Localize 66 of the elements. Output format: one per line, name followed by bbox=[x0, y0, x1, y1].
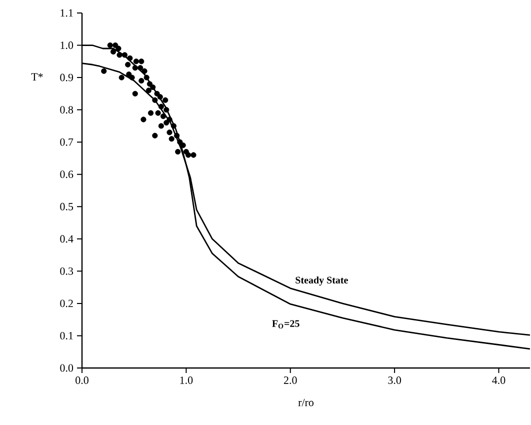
point bbox=[152, 97, 158, 103]
point bbox=[190, 152, 196, 158]
point bbox=[138, 65, 144, 71]
point bbox=[138, 78, 144, 84]
point bbox=[185, 152, 192, 158]
point bbox=[116, 52, 122, 58]
point bbox=[110, 48, 116, 55]
point bbox=[170, 123, 176, 129]
point bbox=[126, 72, 132, 78]
point bbox=[150, 84, 156, 90]
x-tick-label: 3.0 bbox=[388, 376, 402, 384]
x-axis-title: r/ro bbox=[298, 398, 314, 406]
point bbox=[144, 74, 150, 80]
point bbox=[138, 58, 144, 64]
annotation: F$_{O}$=25 bbox=[272, 320, 300, 328]
y-tick-label: 0.2 bbox=[60, 300, 73, 308]
point bbox=[133, 58, 139, 64]
y-tick-label: 0.8 bbox=[60, 106, 74, 114]
point bbox=[148, 110, 154, 116]
point bbox=[166, 116, 172, 122]
y-tick-label: 0.0 bbox=[60, 364, 74, 372]
y-tick-label: 1.1 bbox=[60, 9, 73, 17]
y-tick-label: 0.3 bbox=[60, 267, 74, 275]
point bbox=[166, 130, 172, 136]
point bbox=[116, 46, 122, 52]
point bbox=[142, 68, 148, 74]
point bbox=[158, 104, 164, 110]
x-tick-label: 4.0 bbox=[492, 376, 506, 384]
point bbox=[132, 65, 138, 71]
point bbox=[157, 94, 163, 100]
point bbox=[129, 74, 135, 80]
point bbox=[127, 55, 133, 61]
y-tick-label: 1.0 bbox=[60, 42, 74, 50]
annotation: Steady State bbox=[296, 276, 348, 286]
point bbox=[146, 81, 153, 87]
x-tick-label: 0.0 bbox=[76, 376, 88, 384]
point bbox=[154, 90, 160, 96]
x-tick-label: 2.0 bbox=[284, 376, 297, 384]
point bbox=[162, 97, 168, 103]
x-tick-label: 1.0 bbox=[180, 376, 193, 384]
point bbox=[160, 113, 166, 120]
point bbox=[164, 120, 170, 126]
point bbox=[174, 132, 180, 138]
point bbox=[101, 68, 107, 74]
point bbox=[158, 123, 164, 129]
y-tick-label: 0.9 bbox=[60, 74, 74, 82]
y-tick-label: 0.7 bbox=[60, 138, 74, 146]
point bbox=[146, 88, 152, 94]
point bbox=[168, 136, 174, 142]
point bbox=[177, 139, 183, 145]
y-tick-label: 0.6 bbox=[60, 170, 74, 178]
point bbox=[107, 42, 113, 48]
y-tick-label: 0.1 bbox=[60, 332, 73, 340]
point bbox=[140, 116, 146, 122]
point bbox=[164, 107, 170, 113]
point bbox=[155, 110, 161, 116]
point bbox=[175, 148, 181, 155]
point bbox=[122, 52, 128, 58]
point bbox=[125, 62, 131, 68]
point bbox=[118, 74, 124, 80]
y-tick-label: 0.5 bbox=[60, 202, 74, 210]
y-tick-label: 0.4 bbox=[60, 235, 74, 243]
point bbox=[152, 132, 158, 138]
point bbox=[180, 142, 186, 148]
point bbox=[132, 90, 138, 96]
y-axis-title: T* bbox=[31, 73, 43, 80]
